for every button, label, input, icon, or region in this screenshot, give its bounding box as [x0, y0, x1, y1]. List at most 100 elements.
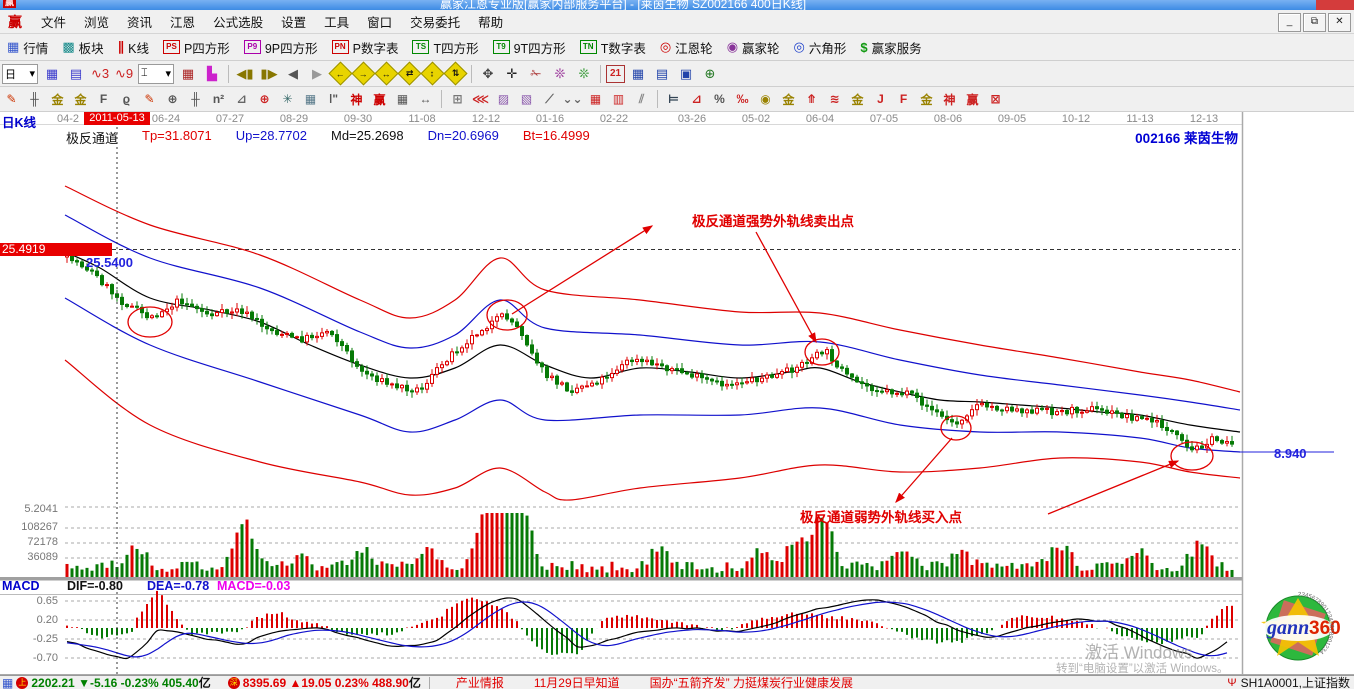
draw-tool-18[interactable]: ↔	[419, 92, 432, 106]
draw-tool-7[interactable]: ⊕	[167, 92, 178, 106]
sse-index-quote[interactable]: 2202.21 ▼-5.16 -0.23% 405.40	[31, 675, 199, 689]
draw-tool-12[interactable]: ✳	[282, 92, 293, 106]
draw-tool-3[interactable]: 金	[74, 92, 87, 107]
draw-tool-8[interactable]: ╫	[191, 92, 200, 106]
draw-tool-36[interactable]: ⤊	[806, 92, 817, 106]
draw-tool-39[interactable]: J	[877, 92, 884, 106]
draw-tool-44[interactable]: ⊠	[990, 92, 1001, 106]
quote-grid-icon[interactable]: ▦	[2, 675, 14, 689]
draw-tool-31[interactable]: ⊿	[691, 92, 702, 106]
draw-tool-11[interactable]: ⊕	[259, 92, 270, 106]
menu-item-formula-stock-pick[interactable]: 公式选股	[213, 16, 264, 30]
toolbar-button-gann-wheel[interactable]: ◎ 江恩轮	[653, 36, 720, 59]
toolbar-button-kline[interactable]: ∥ K线	[111, 36, 156, 59]
tool-icon-23[interactable]: ❊	[554, 65, 566, 81]
tool-icon-27[interactable]: ▦	[631, 65, 645, 81]
draw-tool-2[interactable]: 金	[51, 92, 64, 107]
toolbar-button-t-number-table[interactable]: TN T数字表	[573, 36, 653, 59]
diamond-nav-button-14[interactable]: →	[351, 61, 376, 86]
toolbar-button-t-square[interactable]: TS T四方形	[405, 36, 485, 59]
menu-item-tools[interactable]: 工具	[324, 16, 350, 30]
draw-tool-14[interactable]: ǀʺ	[328, 92, 339, 106]
draw-tool-42[interactable]: 神	[943, 92, 956, 107]
toolbar-button-p-square[interactable]: PS P四方形	[156, 36, 237, 59]
toolbar-button-9t-square[interactable]: T9 9T四方形	[486, 36, 573, 59]
draw-tool-23[interactable]: ▧	[520, 92, 533, 106]
news-headline-1[interactable]: 11月29日早知道	[533, 676, 620, 689]
draw-tool-9[interactable]: n²	[212, 92, 225, 106]
tool-icon-1[interactable]: ▦	[45, 65, 59, 81]
szse-index-quote[interactable]: 8395.69 ▲19.05 0.23% 488.90	[242, 675, 409, 689]
tool-icon-12[interactable]: ▶	[312, 65, 322, 81]
draw-tool-32[interactable]: %	[714, 92, 725, 106]
minimize-button[interactable]: _	[1278, 13, 1301, 32]
draw-tool-38[interactable]: 金	[851, 92, 864, 107]
menu-item-browse[interactable]: 浏览	[84, 16, 110, 30]
draw-tool-41[interactable]: 金	[920, 92, 933, 107]
draw-tool-25[interactable]: ⌄⌄	[562, 92, 583, 106]
tool-icon-3[interactable]: ∿3	[90, 65, 110, 81]
diamond-nav-button-16[interactable]: ⇄	[397, 61, 422, 86]
draw-tool-26[interactable]: ▦	[589, 92, 602, 106]
toolbar-button-sectors[interactable]: ▩ 板块	[55, 36, 110, 59]
menu-item-file[interactable]: 文件	[41, 16, 67, 30]
tool-icon-29[interactable]: ▣	[679, 65, 693, 81]
draw-tool-22[interactable]: ▨	[497, 92, 510, 106]
draw-tool-35[interactable]: 金	[782, 92, 795, 107]
titlebar-close-button[interactable]	[1316, 0, 1354, 10]
draw-tool-20[interactable]: ⊞	[452, 92, 463, 106]
tool-icon-7[interactable]: ▙	[207, 65, 217, 81]
toolbar-button-winner-service[interactable]: $ 赢家服务	[853, 36, 928, 59]
menu-item-gann[interactable]: 江恩	[170, 16, 196, 30]
draw-tool-21[interactable]: ⋘	[471, 92, 490, 106]
menu-item-window[interactable]: 窗口	[367, 16, 393, 30]
diamond-nav-button-13[interactable]: ←	[328, 61, 353, 86]
tool-icon-30[interactable]: ⊕	[704, 65, 716, 81]
menu-item-settings[interactable]: 设置	[281, 16, 307, 30]
draw-tool-0[interactable]: ✎	[6, 92, 17, 106]
menu-item-help[interactable]: 帮助	[478, 16, 504, 30]
tool-icon-4[interactable]: ∿9	[114, 65, 134, 81]
draw-tool-1[interactable]: ╫	[30, 92, 39, 106]
toolbar-button-winner-wheel[interactable]: ◉ 赢家轮	[720, 36, 787, 59]
diamond-nav-button-17[interactable]: ↕	[420, 61, 445, 86]
close-button[interactable]: ✕	[1328, 13, 1351, 32]
draw-tool-34[interactable]: ◉	[760, 92, 771, 106]
menu-item-trade-order[interactable]: 交易委托	[410, 16, 461, 30]
draw-tool-17[interactable]: ▦	[396, 92, 409, 106]
tool-icon-28[interactable]: ▤	[655, 65, 669, 81]
chart-region[interactable]: 极反通道强势外轨线卖出点 极反通道弱势外轨线买入点 日K线 2011-05-13 …	[0, 112, 1354, 675]
draw-tool-13[interactable]: ▦	[304, 92, 317, 106]
toolbar-button-hexagon[interactable]: ◎ 六角形	[787, 36, 854, 59]
draw-tool-37[interactable]: ≋	[829, 92, 840, 106]
current-index-label[interactable]: SH1A0001,上证指数	[1240, 676, 1350, 689]
draw-tool-28[interactable]: ⫽	[638, 91, 645, 106]
draw-tool-30[interactable]: ⊨	[668, 92, 679, 106]
tool-icon-11[interactable]: ◀	[288, 65, 298, 81]
toolbar-button-quotes[interactable]: ▦ 行情	[0, 36, 55, 59]
diamond-nav-button-15[interactable]: ↔	[374, 61, 399, 86]
tool-icon-6[interactable]: ▦	[181, 65, 195, 81]
tool-combo-5[interactable]: ⌶ ▾	[138, 63, 174, 84]
tool-icon-9[interactable]: ◀▮	[236, 65, 254, 81]
tool-icon-21[interactable]: ✛	[506, 65, 518, 81]
draw-tool-4[interactable]: F	[99, 92, 108, 106]
news-headline-2[interactable]: 国办“五箭齐发” 力挺煤炭行业健康发展	[649, 676, 853, 689]
draw-tool-16[interactable]: 赢	[373, 92, 386, 107]
calendar-button[interactable]: 21	[606, 64, 625, 83]
tool-icon-24[interactable]: ❊	[578, 65, 590, 81]
draw-tool-40[interactable]: F	[899, 92, 908, 106]
draw-tool-5[interactable]: ϱ	[122, 92, 131, 106]
tool-combo-0[interactable]: 日 ▾	[2, 63, 38, 84]
draw-tool-24[interactable]: ⟋	[545, 91, 554, 106]
news-headline-0[interactable]: 产业情报	[455, 676, 504, 689]
draw-tool-43[interactable]: 赢	[966, 92, 979, 107]
tool-icon-10[interactable]: ▮▶	[260, 65, 278, 81]
draw-tool-15[interactable]: 神	[350, 92, 363, 107]
draw-tool-6[interactable]: ✎	[144, 92, 155, 106]
restore-button[interactable]: ⧉	[1303, 13, 1326, 32]
toolbar-button-9p-square[interactable]: P9 9P四方形	[237, 36, 325, 59]
draw-tool-10[interactable]: ⊿	[236, 92, 247, 106]
tool-icon-2[interactable]: ▤	[69, 65, 83, 81]
